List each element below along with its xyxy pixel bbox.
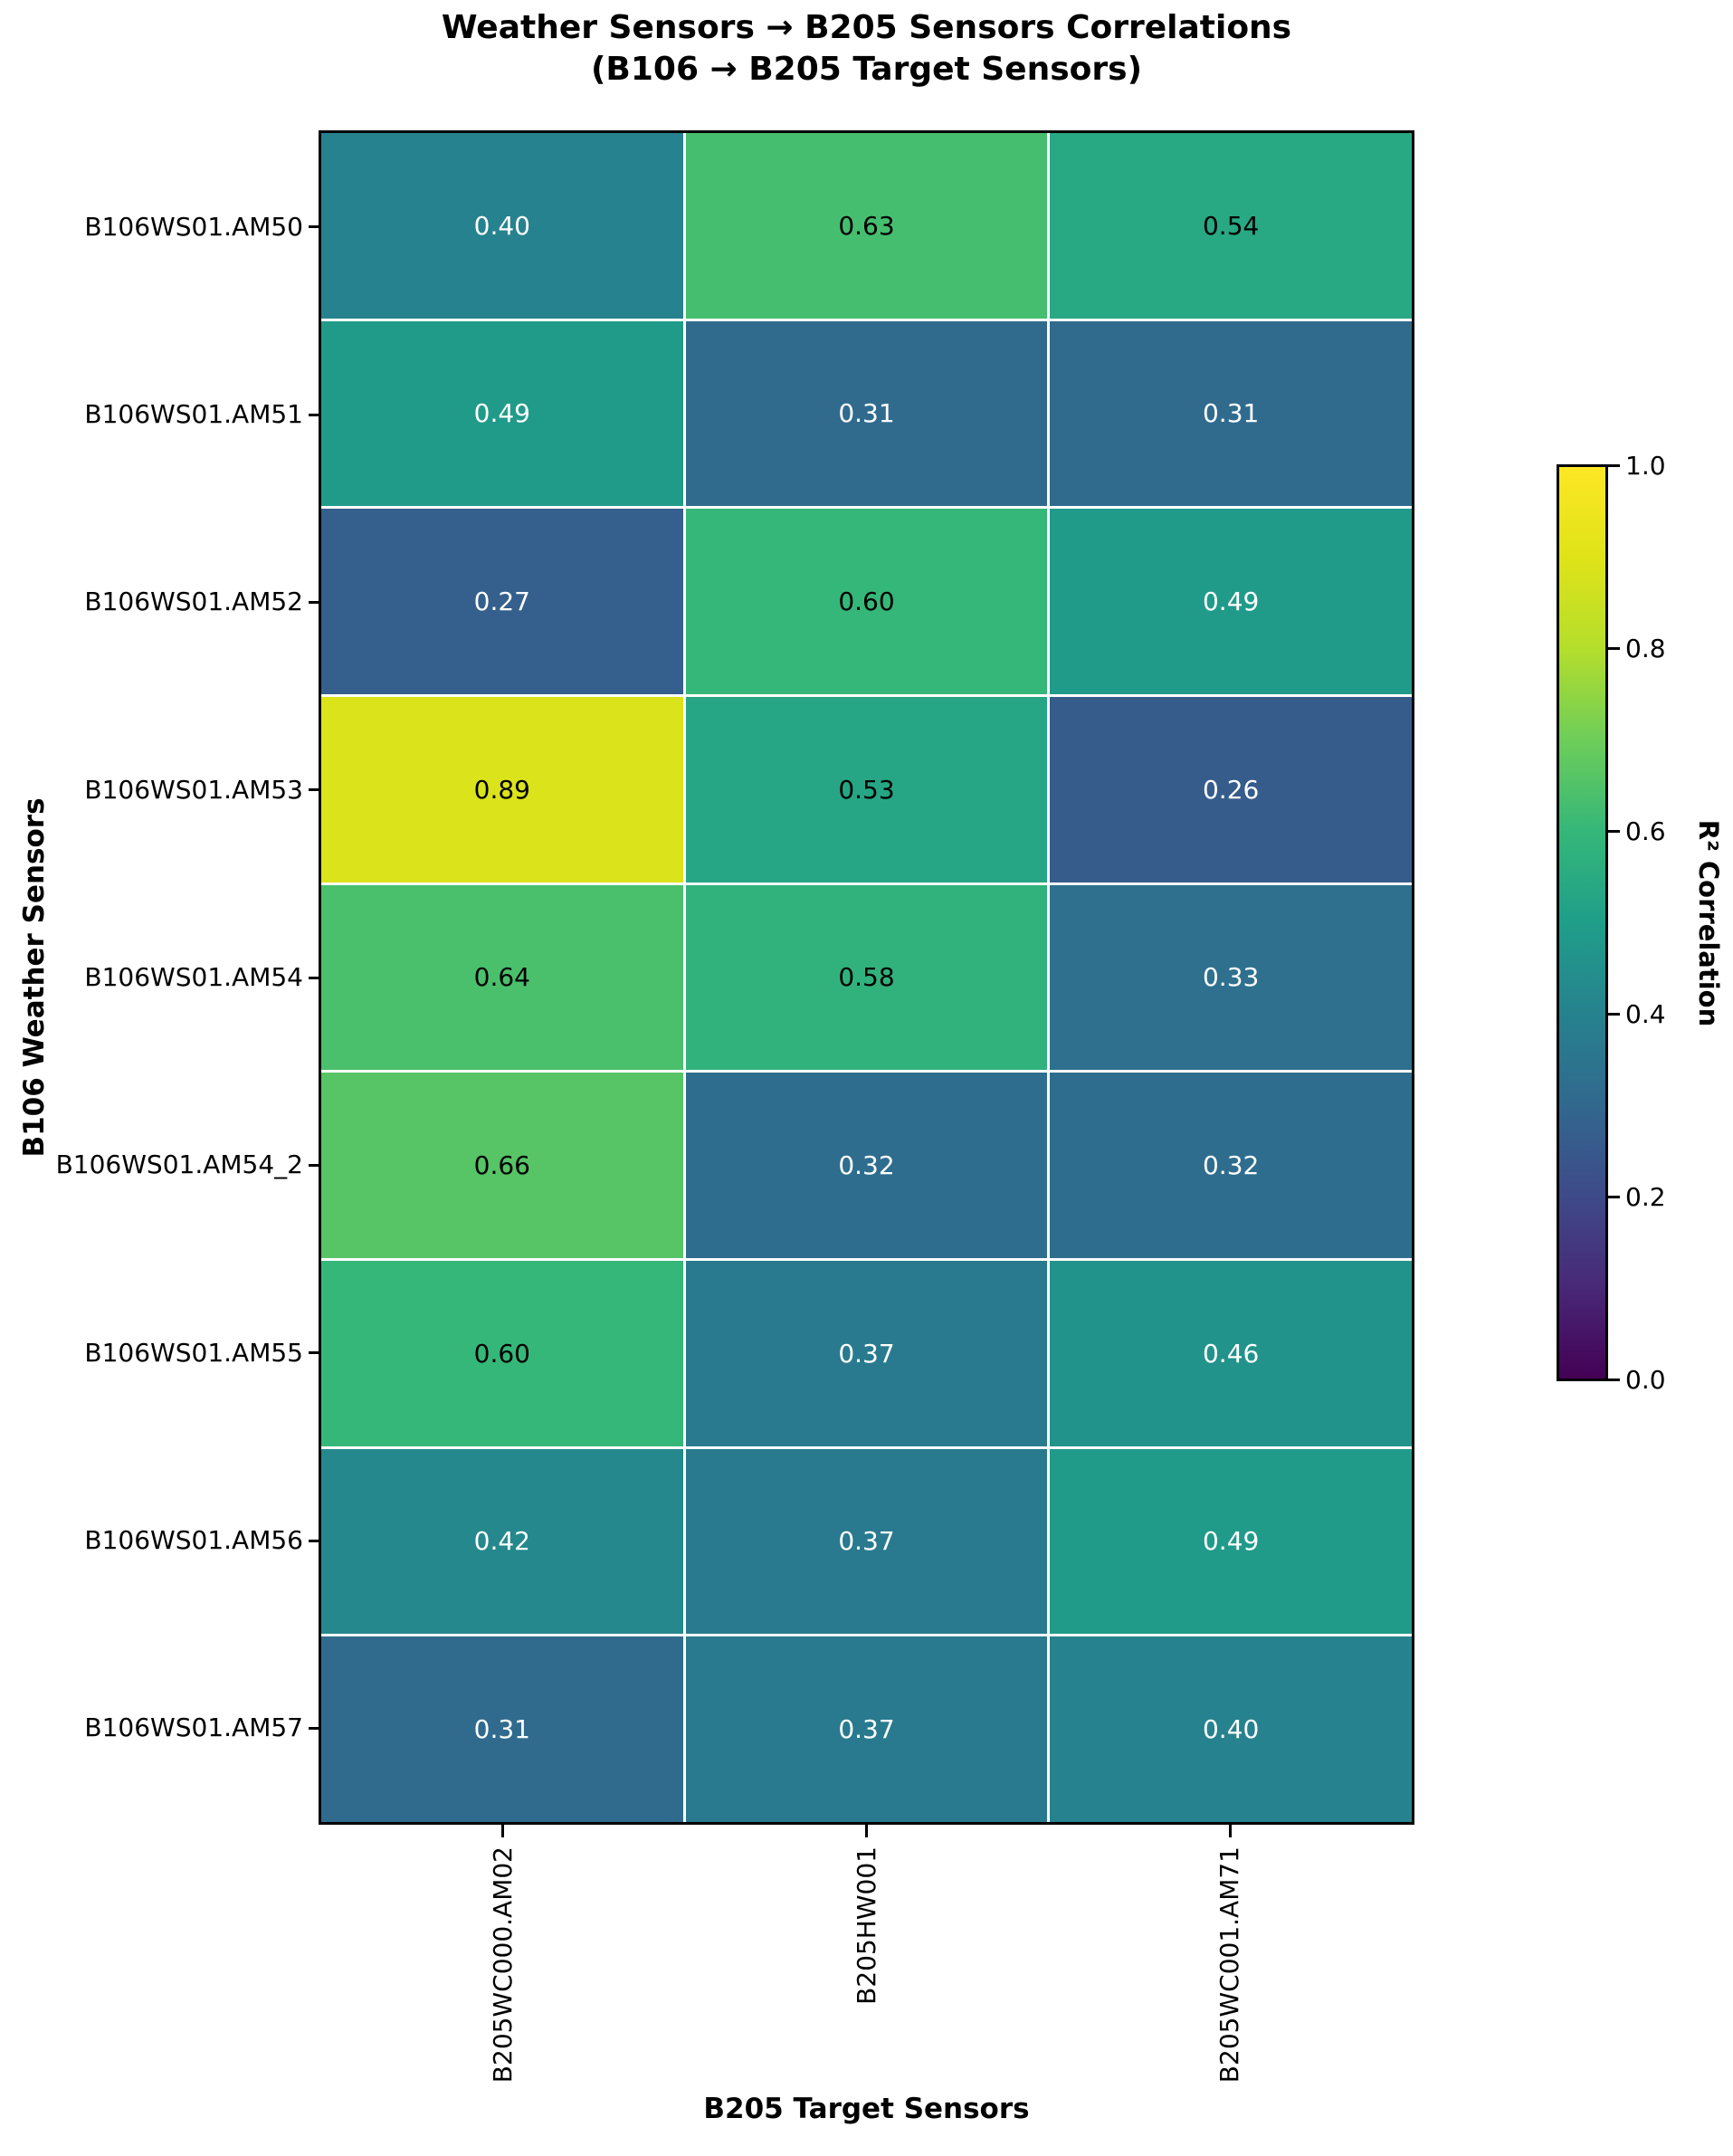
heatmap-cell: 0.54 bbox=[1050, 133, 1412, 319]
colorbar-tick-label: 0.2 bbox=[1625, 1181, 1666, 1212]
cell-value: 0.54 bbox=[1202, 210, 1260, 241]
y-tick-mark bbox=[309, 1539, 321, 1542]
heatmap-cell: 0.66 bbox=[321, 1073, 683, 1258]
x-tick-mark bbox=[501, 1825, 505, 1837]
colorbar-tick-label: 1.0 bbox=[1625, 450, 1666, 481]
heatmap-cell: 0.46 bbox=[1050, 1261, 1412, 1446]
colorbar-tick-label: 0.0 bbox=[1625, 1364, 1666, 1395]
y-tick-mark bbox=[309, 1726, 321, 1730]
cell-value: 0.40 bbox=[1202, 1714, 1260, 1745]
y-tick-mark bbox=[309, 413, 321, 416]
colorbar-title: R² Correlation bbox=[1693, 819, 1724, 1027]
heatmap-cell: 0.60 bbox=[321, 1261, 683, 1446]
y-tick-label: B106WS01.AM55 bbox=[84, 1337, 303, 1368]
cell-value: 0.31 bbox=[838, 398, 895, 429]
heatmap-cell: 0.37 bbox=[685, 1448, 1048, 1635]
cell-value: 0.32 bbox=[838, 1150, 895, 1181]
x-tick-label: B205HW001 bbox=[851, 1846, 881, 2005]
cell-value: 0.33 bbox=[1202, 962, 1260, 993]
cell-value: 0.40 bbox=[473, 210, 530, 241]
colorbar-tick-mark bbox=[1608, 1379, 1620, 1381]
cell-value: 0.31 bbox=[473, 1714, 530, 1745]
y-tick-label: B106WS01.AM56 bbox=[84, 1525, 303, 1555]
x-tick-mark bbox=[1228, 1825, 1232, 1837]
heatmap-cell: 0.63 bbox=[685, 133, 1048, 319]
colorbar-tick-label: 0.8 bbox=[1625, 633, 1666, 663]
y-tick-label: B106WS01.AM54_2 bbox=[55, 1150, 303, 1180]
cell-value: 0.63 bbox=[838, 210, 895, 241]
cell-value: 0.49 bbox=[473, 398, 530, 429]
cell-value: 0.64 bbox=[473, 962, 530, 993]
y-tick-mark bbox=[309, 976, 321, 979]
heatmap-cell: 0.31 bbox=[1050, 320, 1412, 507]
y-tick-label: B106WS01.AM51 bbox=[84, 399, 303, 429]
heatmap-cell: 0.37 bbox=[685, 1636, 1048, 1822]
colorbar-tick-label: 0.4 bbox=[1625, 998, 1666, 1029]
heatmap-cell: 0.49 bbox=[1050, 509, 1412, 694]
heatmap-cell: 0.37 bbox=[685, 1261, 1048, 1446]
heatmap-cell: 0.40 bbox=[1050, 1636, 1412, 1822]
y-tick-mark bbox=[309, 1351, 321, 1355]
cell-value: 0.37 bbox=[838, 1338, 895, 1369]
y-tick-label: B106WS01.AM54 bbox=[84, 962, 303, 992]
heatmap-grid: 0.40 0.63 0.54 0.49 0.31 0.31 0.27 0.60 0.49 0.89… bbox=[321, 133, 1412, 1822]
y-tick-label: B106WS01.AM50 bbox=[84, 211, 303, 242]
colorbar-tick-mark bbox=[1608, 647, 1620, 650]
chart-title: Weather Sensors → B205 Sensors Correlati… bbox=[0, 7, 1733, 91]
y-tick-mark bbox=[309, 225, 321, 229]
colorbar-tick-mark bbox=[1608, 464, 1620, 467]
heatmap-cell: 0.32 bbox=[685, 1073, 1048, 1258]
y-tick-mark bbox=[309, 1163, 321, 1167]
heatmap-cell: 0.42 bbox=[321, 1448, 683, 1635]
heatmap-cell: 0.31 bbox=[685, 320, 1048, 507]
heatmap-cell: 0.64 bbox=[321, 884, 683, 1071]
cell-value: 0.32 bbox=[1202, 1150, 1260, 1181]
heatmap-cell: 0.49 bbox=[1050, 1448, 1412, 1635]
colorbar-tick-label: 0.6 bbox=[1625, 816, 1666, 846]
heatmap-cell: 0.60 bbox=[685, 509, 1048, 694]
heatmap-cell: 0.40 bbox=[321, 133, 683, 319]
cell-value: 0.37 bbox=[838, 1714, 895, 1745]
chart-title-line1: Weather Sensors → B205 Sensors Correlati… bbox=[441, 9, 1292, 46]
heatmap-cell: 0.33 bbox=[1050, 884, 1412, 1071]
y-tick-mark bbox=[309, 600, 321, 604]
cell-value: 0.42 bbox=[473, 1526, 530, 1557]
colorbar-tick-mark bbox=[1608, 1196, 1620, 1198]
heatmap-cell: 0.26 bbox=[1050, 697, 1412, 882]
cell-value: 0.58 bbox=[838, 962, 895, 993]
cell-value: 0.53 bbox=[838, 774, 895, 805]
colorbar-tick-mark bbox=[1608, 830, 1620, 833]
y-tick-label: B106WS01.AM53 bbox=[84, 774, 303, 805]
x-axis-title: B205 Target Sensors bbox=[703, 2093, 1030, 2125]
y-tick-label: B106WS01.AM57 bbox=[84, 1712, 303, 1743]
cell-value: 0.89 bbox=[473, 774, 530, 805]
heatmap-cell: 0.49 bbox=[321, 320, 683, 507]
cell-value: 0.60 bbox=[473, 1338, 530, 1369]
y-tick-mark bbox=[309, 788, 321, 792]
cell-value: 0.46 bbox=[1202, 1338, 1260, 1369]
colorbar-tick-mark bbox=[1608, 1013, 1620, 1016]
heatmap-cell: 0.27 bbox=[321, 509, 683, 694]
colorbar-gradient bbox=[1557, 464, 1608, 1381]
heatmap-cell: 0.31 bbox=[321, 1636, 683, 1822]
heatmap-cell: 0.32 bbox=[1050, 1073, 1412, 1258]
cell-value: 0.26 bbox=[1202, 774, 1260, 805]
cell-value: 0.49 bbox=[1202, 1526, 1260, 1557]
heatmap-cell: 0.58 bbox=[685, 884, 1048, 1071]
cell-value: 0.27 bbox=[473, 587, 530, 617]
x-tick-label: B205WC001.AM71 bbox=[1214, 1846, 1245, 2084]
cell-value: 0.31 bbox=[1202, 398, 1260, 429]
cell-value: 0.49 bbox=[1202, 587, 1260, 617]
x-tick-label: B205WC000.AM02 bbox=[487, 1846, 518, 2084]
cell-value: 0.66 bbox=[473, 1150, 530, 1181]
chart-title-line2: (B106 → B205 Target Sensors) bbox=[590, 51, 1143, 88]
cell-value: 0.37 bbox=[838, 1526, 895, 1557]
cell-value: 0.60 bbox=[838, 587, 895, 617]
heatmap-cell: 0.89 bbox=[321, 697, 683, 882]
heatmap-cell: 0.53 bbox=[685, 697, 1048, 882]
y-tick-label: B106WS01.AM52 bbox=[84, 587, 303, 617]
x-tick-mark bbox=[865, 1825, 868, 1837]
